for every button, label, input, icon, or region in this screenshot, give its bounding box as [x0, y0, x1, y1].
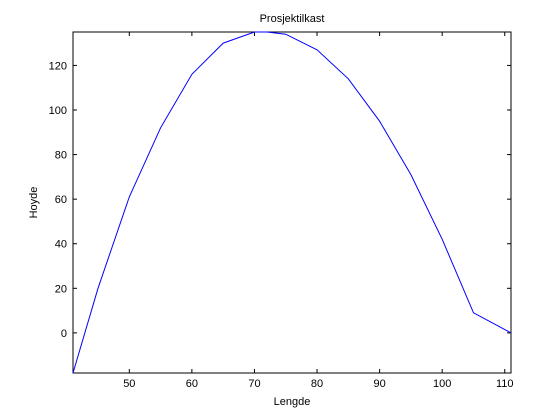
y-axis-ticks: 0 20 40 60 80 100 120: [49, 60, 511, 340]
y-tick-label: 100: [49, 105, 67, 117]
y-tick-label: 40: [55, 239, 67, 251]
y-tick-label: 60: [55, 194, 67, 206]
x-tick-label: 60: [186, 378, 198, 390]
x-tick-label: 100: [433, 378, 451, 390]
series-layer: [72, 31, 512, 374]
y-axis-label: Hoyde: [28, 187, 40, 219]
plot-area: [72, 31, 512, 374]
x-axis-ticks: 50 60 70 80 90 100 110: [123, 32, 514, 390]
x-axis-label: Lengde: [274, 396, 311, 408]
x-tick-label: 110: [496, 378, 514, 390]
chart-title: Prosjektilkast: [260, 13, 325, 25]
y-tick-label: 20: [55, 283, 67, 295]
y-tick-label: 0: [61, 328, 67, 340]
y-tick-label: 80: [55, 150, 67, 162]
series-line: [72, 31, 512, 374]
x-tick-label: 50: [123, 378, 135, 390]
y-tick-label: 120: [49, 60, 67, 72]
x-tick-label: 70: [248, 378, 260, 390]
x-tick-label: 90: [373, 378, 385, 390]
x-tick-label: 80: [311, 378, 323, 390]
